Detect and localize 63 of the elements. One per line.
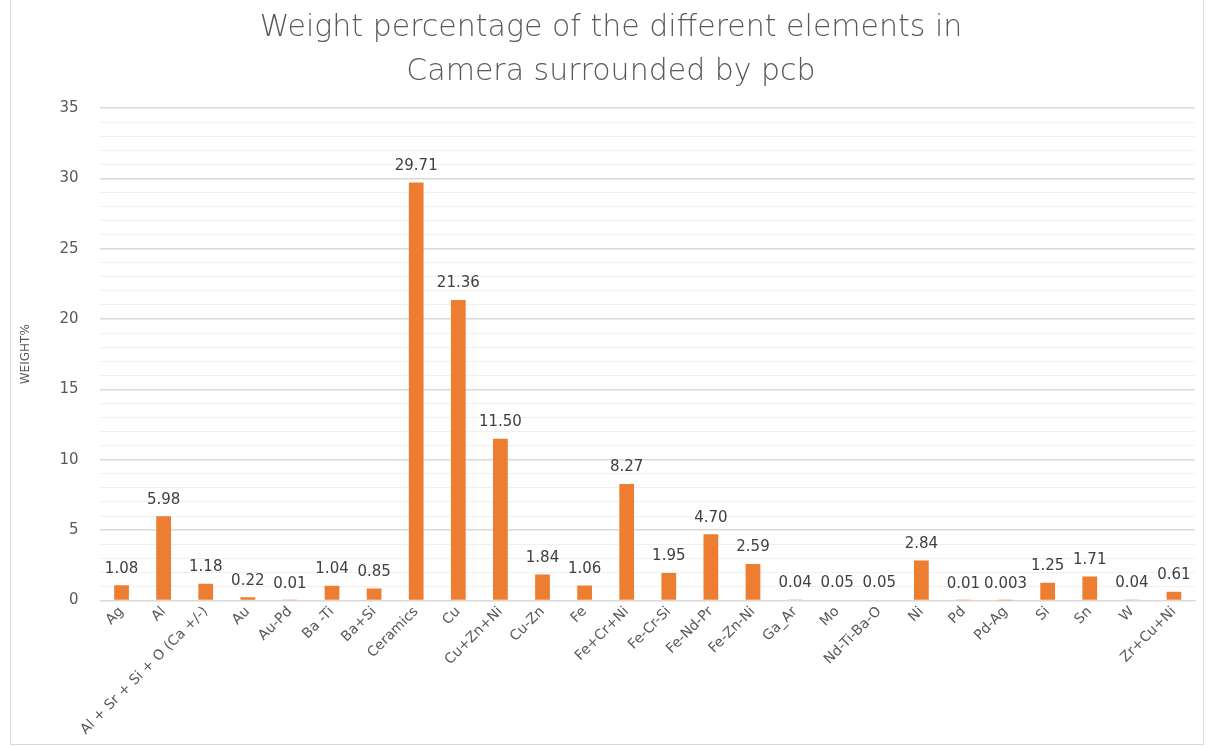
x-tick-label: Ag [101, 602, 127, 628]
bar [450, 299, 466, 600]
data-label: 0.05 [862, 573, 896, 592]
bar [577, 585, 592, 600]
data-label: 0.05 [820, 573, 854, 592]
bar [114, 585, 129, 600]
data-label: 0.04 [778, 573, 812, 592]
data-label: 0.22 [231, 570, 265, 589]
x-tick-label: Si [1032, 602, 1053, 624]
bar [1166, 591, 1182, 600]
x-tick-label: Sn [1070, 602, 1095, 627]
chart-title: Weight percentage of the different elements in Camera surrounded by pcb [258, 7, 964, 89]
data-label: 1.04 [315, 559, 349, 578]
data-label: 1.08 [104, 558, 139, 577]
y-tick-label: 15 [59, 379, 79, 398]
data-label: 8.27 [609, 457, 644, 476]
x-tick-label: Ni [904, 602, 927, 625]
data-label: 1.95 [652, 546, 686, 565]
data-label: 0.85 [357, 561, 391, 580]
data-label: 0.01 [946, 573, 981, 592]
data-label: 1.25 [1030, 556, 1065, 575]
data-label: 2.84 [904, 533, 939, 552]
y-tick-label: 30 [59, 168, 79, 187]
bar [324, 585, 340, 600]
bar [619, 484, 635, 600]
bar [240, 597, 256, 600]
data-label: 11.50 [478, 412, 522, 431]
y-tick-label: 0 [68, 590, 79, 609]
data-label: 5.98 [146, 489, 181, 508]
data-label: 2.59 [736, 537, 770, 556]
x-tick-label: Ba -Ti [298, 602, 337, 642]
bar [703, 534, 719, 600]
data-label: 1.84 [525, 547, 560, 566]
data-label: 0.01 [273, 573, 307, 592]
bar [366, 588, 382, 600]
y-tick-label: 5 [68, 519, 79, 538]
data-label: 0.04 [1115, 573, 1149, 592]
bar [745, 564, 761, 600]
bar [198, 583, 214, 600]
data-label: 0.61 [1157, 565, 1191, 584]
data-label: 21.36 [436, 273, 480, 292]
data-label: 1.71 [1073, 549, 1107, 568]
bar [408, 182, 424, 600]
bar [1082, 576, 1098, 600]
x-tick-label: Al [147, 602, 169, 624]
bar [493, 438, 508, 600]
y-tick-label: 10 [59, 449, 79, 468]
y-tick-label: 35 [59, 97, 79, 116]
data-label: 0.003 [984, 573, 1028, 592]
x-tick-label: Au [228, 602, 253, 628]
y-axis-title: WEIGHT% [18, 324, 33, 385]
x-tick-label: Pd [944, 602, 969, 627]
data-label: 1.06 [567, 558, 602, 577]
bar [914, 560, 929, 600]
bar [535, 574, 550, 600]
data-label: 4.70 [694, 507, 728, 526]
bar [156, 516, 171, 600]
bar [661, 573, 677, 600]
data-label: 1.18 [189, 557, 223, 576]
bar [1040, 582, 1056, 600]
y-tick-label: 25 [59, 238, 79, 257]
data-label: 29.71 [394, 155, 438, 174]
y-tick-label: 20 [59, 308, 79, 327]
